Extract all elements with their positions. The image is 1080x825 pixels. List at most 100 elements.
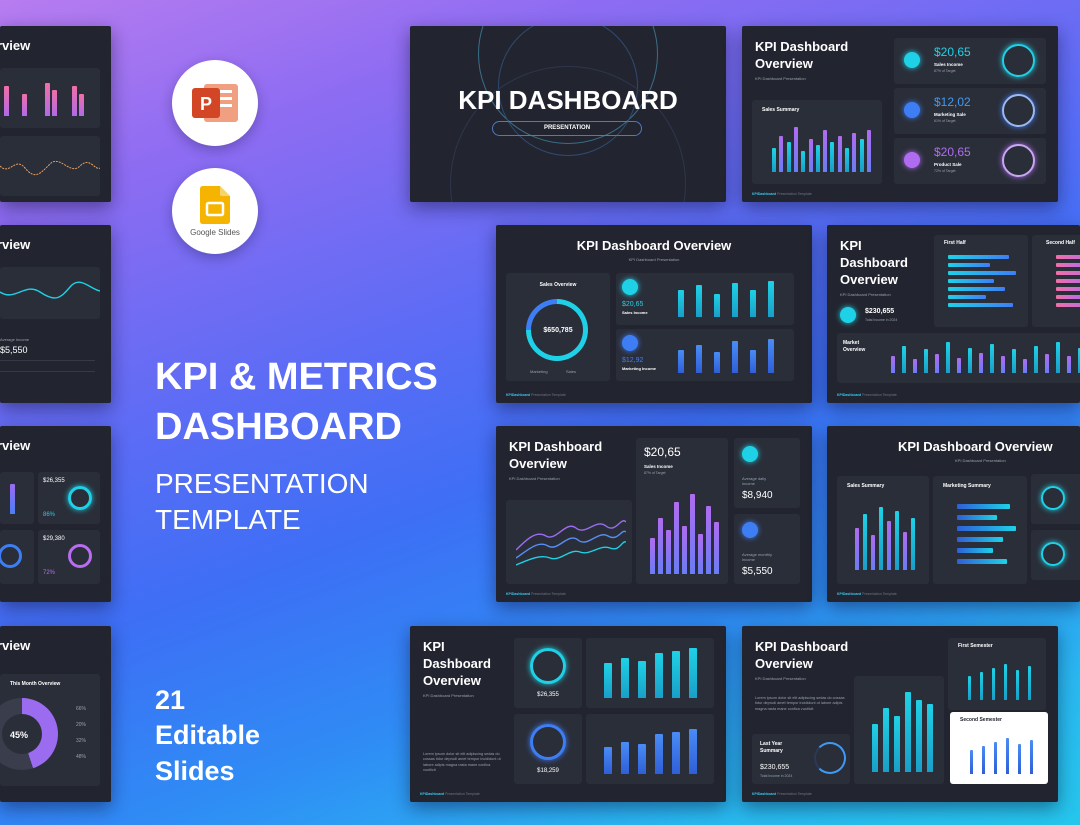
left-slide-1-line-chart (0, 136, 100, 196)
legend-sales: Sales (566, 369, 577, 374)
headline-line-2: DASHBOARD (155, 406, 402, 448)
donut-hole (531, 304, 583, 356)
slide-footer: KPIDashboard Presentation Template (420, 792, 480, 796)
powerpoint-badge: P (172, 60, 258, 146)
chart-hbar (957, 504, 1010, 509)
chart-bar (994, 742, 997, 774)
slide-ring-kpis: KPI Dashboard Overview KPI Dashboard Pre… (410, 626, 726, 802)
chart-bar (690, 494, 695, 574)
kpi-sub: 72% of Target (934, 169, 956, 173)
slide-sales-overview: KPI Dashboard Overview KPI Dashboard Pre… (496, 225, 812, 403)
chart-bar (852, 133, 857, 172)
daily-income-panel: Average daily income $8,940 (734, 438, 800, 508)
kpi-label: Sales Income (934, 62, 963, 67)
slide-title-line-1: KPI Dashboard (509, 439, 603, 454)
left-slide-3-kpi-2: $29,380 72% (38, 530, 100, 584)
left-slide-1-title: rview (0, 38, 31, 53)
left-slide-1: rview (0, 26, 111, 202)
slide-title-line-2: Overview (509, 456, 567, 471)
google-slides-label: Google Slides (190, 227, 240, 237)
chart-bar (750, 290, 756, 317)
chart-bar (1030, 740, 1033, 774)
icon-card-1 (1031, 474, 1080, 524)
slide-summary-charts: KPI Dashboard Overview KPI Dashboard Pre… (827, 426, 1080, 602)
kpi-label: Sales Income (644, 464, 673, 469)
kpi-value: $20,65 (934, 45, 971, 59)
chart-bar (801, 151, 806, 172)
slide-count: 21 (155, 685, 186, 715)
chart-bar (815, 145, 820, 172)
chart-bar (52, 90, 57, 116)
chart-bar (696, 284, 702, 317)
chart-bar (1056, 342, 1060, 373)
slide-income-trend: KPI Dashboard Overview KPI Dashboard Pre… (496, 426, 812, 602)
left-slide-3-chart (0, 472, 34, 524)
chart-bar (650, 538, 655, 574)
hbar-group (957, 504, 1023, 574)
slide-sales-summary: KPI Dashboard Overview KPI Dashboard Pre… (742, 26, 1058, 202)
ring-value: $26,355 (537, 692, 559, 698)
slide-market-overview: KPI Dashboard Overview KPI Dashboard Pre… (827, 225, 1080, 403)
kpi-label: Sales Income (622, 310, 648, 315)
chart-hbar (957, 515, 997, 520)
left-slide-4-panel: This Month Overview 45% 66% 20% 32% 48% (0, 674, 100, 786)
kpi-percent: 72% (43, 570, 56, 576)
chart-hbar (948, 255, 1009, 259)
chart-hbar (948, 271, 1017, 275)
kpi-value: $29,380 (43, 536, 65, 542)
chart-bar (689, 729, 697, 774)
chart-hbar (957, 559, 1007, 564)
panel-title: First Semester (958, 643, 993, 649)
last-year-panel: Last Year Summary $230,655 Total Income … (752, 734, 850, 784)
chart-hbar (948, 295, 986, 299)
chart-bar (655, 653, 663, 698)
kpi-value: $20,65 (622, 301, 644, 308)
chart-bar (674, 502, 679, 574)
legend-2: 20% (76, 722, 87, 728)
chart-hbar (1056, 303, 1080, 307)
panel-title-2: Summary (760, 748, 783, 754)
slide-title-line-2: Overview (755, 56, 813, 71)
left-slide-3-title: rview (0, 438, 31, 453)
sales-income-panel: $20,65 Sales Income 87% of Target (636, 438, 728, 584)
kpi-label: Product Sale (934, 162, 962, 167)
slide-subtitle: KPI Dashboard Presentation (628, 257, 680, 262)
slide-count-label-1: Editable (155, 720, 261, 750)
first-semester-panel: First Semester (948, 638, 1046, 710)
kpi-value: $20,65 (934, 145, 971, 159)
total-sub: Total Income in 2024 (865, 318, 898, 322)
kpi-label-2: income (742, 557, 755, 562)
left-slide-2-caption: Average Income (0, 337, 30, 342)
second-half-panel: Second Half (1032, 235, 1080, 327)
body-text: Lorem ipsum dolor sit elit adipiscing se… (423, 752, 501, 772)
chart-bar (979, 352, 983, 373)
chart-bar (837, 136, 842, 172)
progress-ring (0, 544, 22, 568)
chart-bar (957, 357, 961, 373)
panel-title-1: Last Year (760, 741, 783, 747)
bar-group (604, 724, 708, 774)
wallet-icon (742, 446, 758, 462)
chart-hbar (1056, 255, 1080, 259)
svg-text:P: P (200, 94, 212, 114)
panel-title: Sales Summary (847, 483, 885, 489)
chart-bar (689, 648, 697, 698)
kpi-card-3: $20,65 Product Sale 72% of Target (894, 138, 1046, 184)
progress-ring (1002, 144, 1035, 177)
legend-3: 32% (76, 738, 87, 744)
kpi-sub: 61% of Target (934, 119, 956, 123)
bar-group (678, 335, 788, 373)
chart-bar (786, 142, 791, 172)
donut-value: $650,785 (543, 327, 573, 334)
chart-icon (622, 335, 638, 351)
chart-bar (1078, 347, 1080, 373)
income-bar-panel (854, 676, 944, 784)
bar-group (891, 339, 1080, 373)
chart-bar (1006, 738, 1009, 774)
progress-ring (68, 544, 92, 568)
donut-center-value: 45% (10, 730, 29, 740)
chart-hbar (948, 279, 994, 283)
slide-semesters: KPI Dashboard Overview KPI Dashboard Pre… (742, 626, 1058, 802)
bar-card-1 (586, 638, 714, 708)
chart-bar (1001, 356, 1005, 373)
